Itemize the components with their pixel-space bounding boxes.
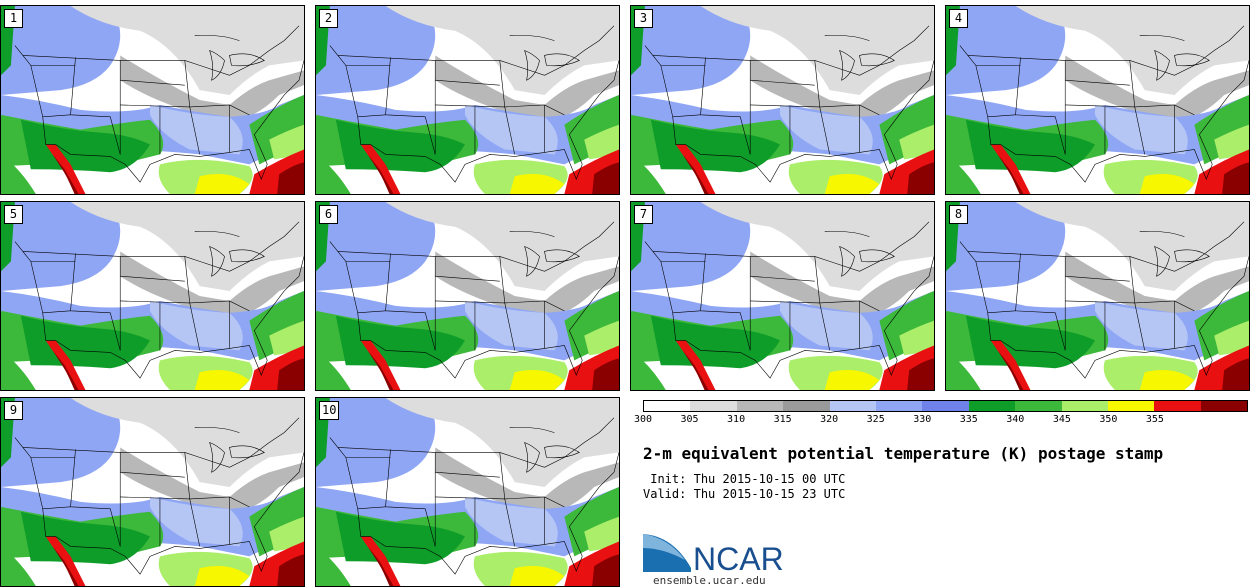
- map-thumbnail: [316, 6, 619, 194]
- colorbar-tick-label: 300: [633, 414, 653, 425]
- stamp-panel: 8: [945, 201, 1250, 391]
- panel-number: 4: [949, 9, 968, 28]
- colorbar-segment: [1154, 401, 1201, 411]
- colorbar-tick-label: 325: [866, 414, 885, 425]
- panel-number: 8: [949, 205, 968, 224]
- stamp-panel: 5: [0, 201, 305, 391]
- stamp-panel: 1: [0, 5, 305, 195]
- stamp-panel: 9: [0, 397, 305, 587]
- plot-title: 2-m equivalent potential temperature (K)…: [643, 444, 1164, 463]
- stamp-panel: 10: [315, 397, 620, 587]
- stamp-panel: 2: [315, 5, 620, 195]
- stamp-panel: 3: [630, 5, 935, 195]
- site-url: ensemble.ucar.edu: [653, 574, 766, 587]
- panel-number: 5: [4, 205, 23, 224]
- colorbar: [643, 400, 1248, 412]
- panel-number: 3: [634, 9, 653, 28]
- map-thumbnail: [1, 6, 304, 194]
- colorbar-tick-label: 345: [1052, 414, 1071, 425]
- panel-number: 2: [319, 9, 338, 28]
- panel-number: 9: [4, 401, 23, 420]
- colorbar-tick-label: 350: [1099, 414, 1118, 425]
- ncar-logo: NCAR: [643, 530, 803, 577]
- colorbar-tick-label: 330: [913, 414, 932, 425]
- colorbar-tick-label: 310: [727, 414, 746, 425]
- svg-text:NCAR: NCAR: [693, 541, 784, 574]
- colorbar-tick-label: 315: [773, 414, 792, 425]
- colorbar-tick-label: 305: [680, 414, 699, 425]
- colorbar-tick-label: 320: [820, 414, 839, 425]
- map-thumbnail: [631, 6, 934, 194]
- colorbar-tick-label: 335: [959, 414, 978, 425]
- map-thumbnail: [946, 202, 1249, 390]
- panel-number: 7: [634, 205, 653, 224]
- map-thumbnail: [1, 202, 304, 390]
- colorbar-segment: [829, 401, 876, 411]
- colorbar-tick-label: 340: [1006, 414, 1025, 425]
- map-thumbnail: [316, 202, 619, 390]
- panel-number: 10: [319, 401, 340, 420]
- colorbar-segment: [1200, 401, 1248, 411]
- map-thumbnail: [946, 6, 1249, 194]
- colorbar-segment: [922, 401, 969, 411]
- stamp-panel: 7: [630, 201, 935, 391]
- colorbar-segment: [1015, 401, 1062, 411]
- map-thumbnail: [1, 398, 304, 586]
- colorbar-segment: [783, 401, 830, 411]
- panel-number: 6: [319, 205, 338, 224]
- colorbar-segment: [1107, 401, 1155, 411]
- colorbar-segment: [968, 401, 1016, 411]
- colorbar-tick-label: 355: [1145, 414, 1164, 425]
- colorbar-tick-labels: 300 305 310 315 320 325 330 335 340 345 350 355: [634, 414, 1248, 430]
- colorbar-segment: [1061, 401, 1108, 411]
- colorbar-segment: [644, 401, 691, 411]
- stamp-panel: 6: [315, 201, 620, 391]
- panel-number: 1: [4, 9, 23, 28]
- colorbar-segment: [875, 401, 923, 411]
- init-time: Init: Thu 2015-10-15 00 UTC: [643, 472, 846, 486]
- valid-time: Valid: Thu 2015-10-15 23 UTC: [643, 487, 846, 501]
- colorbar-segment: [736, 401, 784, 411]
- map-thumbnail: [631, 202, 934, 390]
- stamp-panel: 4: [945, 5, 1250, 195]
- colorbar-segment: [690, 401, 737, 411]
- map-thumbnail: [316, 398, 619, 586]
